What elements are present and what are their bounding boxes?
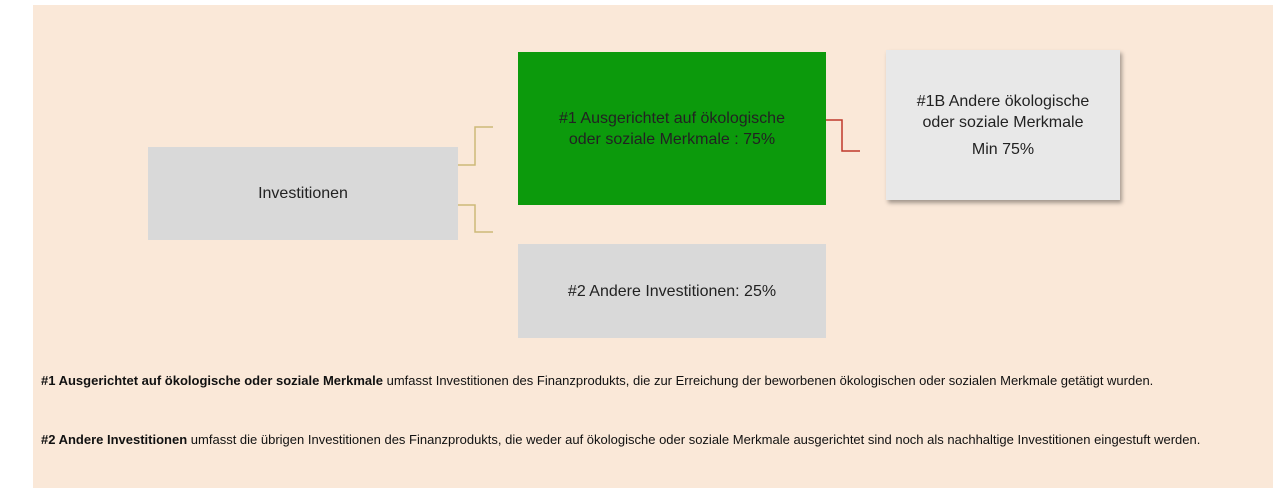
- connector: [458, 126, 493, 166]
- note-text: umfasst Investitionen des Finanzprodukts…: [386, 373, 1154, 388]
- note-text: umfasst die übrigen Investitionen des Fi…: [190, 432, 1201, 447]
- note-term: #2 Andere Investitionen: [41, 432, 188, 447]
- note: #1 Ausgerichtet auf ökologische oder soz…: [41, 373, 1241, 389]
- node-label: Investitionen: [258, 185, 348, 202]
- node-box: Investitionen: [148, 147, 458, 240]
- connectors: [458, 119, 860, 233]
- node-box: #1 Ausgerichtet auf ökologische oder soz…: [518, 52, 826, 205]
- node-box: #2 Andere Investitionen: 25%: [518, 244, 826, 338]
- connector: [826, 119, 860, 152]
- note-term: #1 Ausgerichtet auf ökologische oder soz…: [41, 373, 383, 388]
- node-label: #1B Andere ökologische oder soziale Merk…: [916, 92, 1090, 131]
- node-label: #2 Andere Investitionen: 25%: [567, 282, 777, 300]
- node-label: #1 Ausgerichtet auf ökologische oder soz…: [559, 109, 785, 148]
- connector: [458, 204, 493, 233]
- diagram-panel: Investitionen #1 Ausgerichtet auf ökolog…: [33, 5, 1273, 488]
- note: #2 Andere Investitionen umfasst die übri…: [41, 432, 1241, 448]
- node-value: Min 75%: [971, 140, 1035, 158]
- node-box: #1B Andere ökologische oder soziale Merk…: [886, 50, 1120, 200]
